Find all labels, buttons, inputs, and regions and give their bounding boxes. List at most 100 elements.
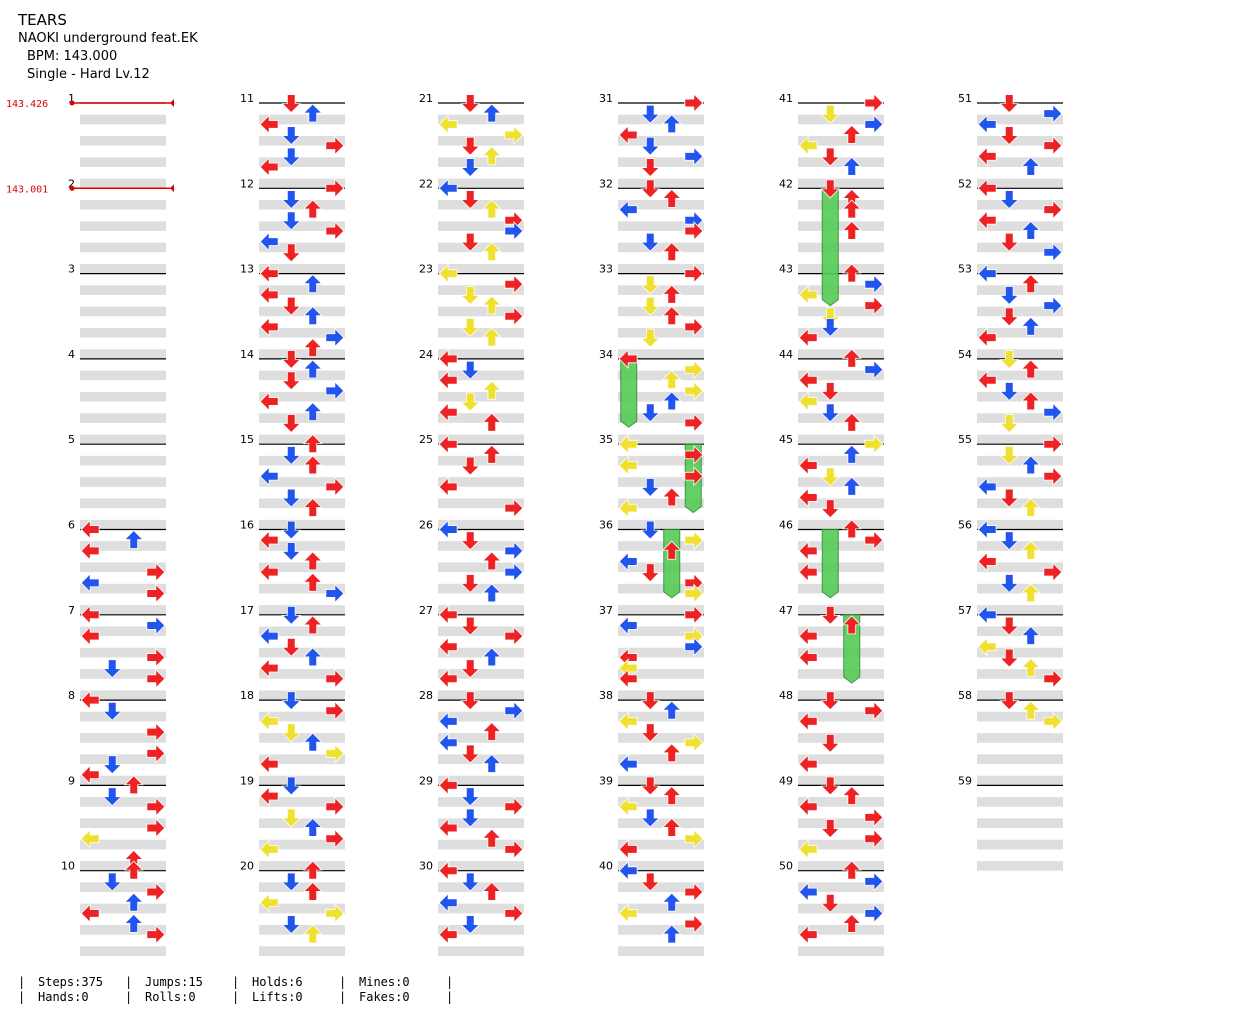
right-arrow-icon bbox=[684, 93, 704, 113]
left-arrow-icon bbox=[259, 391, 279, 412]
left-arrow-icon bbox=[798, 626, 818, 647]
beat-stripe bbox=[798, 135, 884, 146]
left-arrow-icon bbox=[618, 668, 638, 689]
right-arrow-icon bbox=[864, 807, 884, 828]
right-arrow-icon bbox=[325, 903, 345, 924]
beat-stripe bbox=[80, 711, 166, 722]
left-arrow-icon bbox=[798, 839, 818, 860]
measure-number: 14 bbox=[240, 348, 254, 361]
beat-stripe bbox=[80, 455, 166, 466]
song-artist: NAOKI underground feat.EK bbox=[18, 31, 198, 46]
beat-stripe bbox=[80, 903, 166, 914]
beat-stripe bbox=[977, 221, 1063, 231]
up-arrow-icon bbox=[481, 242, 502, 262]
measure-number: 21 bbox=[419, 92, 433, 105]
beat-stripe bbox=[80, 647, 166, 658]
left-arrow-icon bbox=[438, 348, 458, 369]
beat-stripe bbox=[438, 775, 524, 786]
beat-stripe bbox=[259, 733, 345, 743]
right-arrow-icon bbox=[146, 924, 166, 945]
beat-stripe bbox=[977, 669, 1063, 679]
beat-stripe bbox=[798, 327, 884, 338]
right-arrow-icon bbox=[864, 434, 884, 455]
beat-stripe bbox=[798, 541, 884, 551]
beat-stripe bbox=[798, 626, 884, 637]
bpm-marker bbox=[170, 184, 174, 193]
beat-stripe bbox=[438, 434, 524, 445]
left-arrow-icon bbox=[618, 615, 638, 636]
measure-number: 32 bbox=[599, 177, 613, 190]
right-arrow-icon bbox=[864, 93, 884, 113]
stat-steps: Steps:375 bbox=[38, 975, 104, 989]
beat-stripe bbox=[438, 711, 524, 722]
beat-stripe bbox=[618, 903, 704, 914]
bpm-marker bbox=[170, 99, 174, 107]
right-arrow-icon bbox=[684, 732, 704, 753]
beat-stripe bbox=[259, 711, 345, 722]
up-arrow-icon bbox=[841, 615, 862, 635]
beat-stripe bbox=[798, 349, 884, 359]
up-arrow-icon bbox=[481, 103, 502, 123]
up-arrow-icon bbox=[302, 572, 323, 592]
left-arrow-icon bbox=[438, 519, 458, 540]
beat-stripe bbox=[798, 519, 884, 530]
bpm-value: 143.426 bbox=[6, 99, 48, 110]
right-arrow-icon bbox=[1043, 562, 1063, 583]
up-arrow-icon bbox=[1020, 274, 1041, 294]
left-arrow-icon bbox=[80, 572, 100, 593]
up-arrow-icon bbox=[481, 551, 502, 571]
beat-stripe bbox=[798, 925, 884, 935]
beat-stripe bbox=[259, 349, 345, 359]
stats-separator: | bbox=[446, 975, 454, 989]
beat-stripe bbox=[977, 391, 1063, 402]
beat-stripe bbox=[80, 157, 166, 167]
up-arrow-icon bbox=[841, 199, 862, 219]
down-arrow-icon bbox=[281, 371, 302, 391]
beat-stripe bbox=[259, 925, 345, 935]
up-arrow-icon bbox=[123, 913, 144, 933]
right-arrow-icon bbox=[1043, 295, 1063, 316]
beat-stripe bbox=[977, 285, 1063, 295]
beat-stripe bbox=[259, 775, 345, 786]
right-arrow-icon bbox=[504, 562, 524, 583]
right-arrow-icon bbox=[1043, 402, 1063, 423]
beat-stripe bbox=[259, 391, 345, 402]
right-arrow-icon bbox=[684, 380, 704, 401]
beat-stripe bbox=[259, 797, 345, 807]
right-arrow-icon bbox=[504, 540, 524, 561]
down-arrow-icon bbox=[640, 776, 661, 796]
beat-stripe bbox=[798, 114, 884, 125]
down-arrow-icon bbox=[640, 520, 661, 540]
beat-stripe bbox=[618, 349, 704, 359]
down-arrow-icon bbox=[999, 648, 1020, 668]
right-arrow-icon bbox=[325, 476, 345, 497]
down-arrow-icon bbox=[281, 243, 302, 263]
up-arrow-icon bbox=[841, 156, 862, 176]
right-arrow-icon bbox=[146, 583, 166, 604]
up-arrow-icon bbox=[481, 721, 502, 741]
up-arrow-icon bbox=[302, 732, 323, 752]
beat-stripe bbox=[618, 583, 704, 594]
beat-stripe bbox=[80, 285, 166, 295]
beat-stripe bbox=[798, 946, 884, 956]
beat-stripe bbox=[80, 562, 166, 573]
beat-stripe bbox=[977, 327, 1063, 338]
down-arrow-icon bbox=[999, 574, 1020, 593]
up-arrow-icon bbox=[302, 498, 323, 517]
up-arrow-icon bbox=[302, 455, 323, 475]
beat-stripe bbox=[259, 477, 345, 487]
beat-stripe bbox=[80, 797, 166, 807]
down-arrow-icon bbox=[281, 190, 302, 210]
right-arrow-icon bbox=[1043, 103, 1063, 124]
right-arrow-icon bbox=[864, 114, 884, 135]
left-arrow-icon bbox=[438, 636, 458, 657]
up-arrow-icon bbox=[661, 188, 682, 208]
stat-holds: Holds:6 bbox=[252, 975, 303, 989]
beat-stripe bbox=[80, 199, 166, 210]
down-arrow-icon bbox=[281, 350, 302, 370]
beat-stripe bbox=[259, 946, 345, 956]
beat-stripe bbox=[798, 477, 884, 487]
beat-stripe bbox=[618, 669, 704, 679]
beat-stripe bbox=[798, 733, 884, 743]
down-arrow-icon bbox=[999, 190, 1020, 210]
